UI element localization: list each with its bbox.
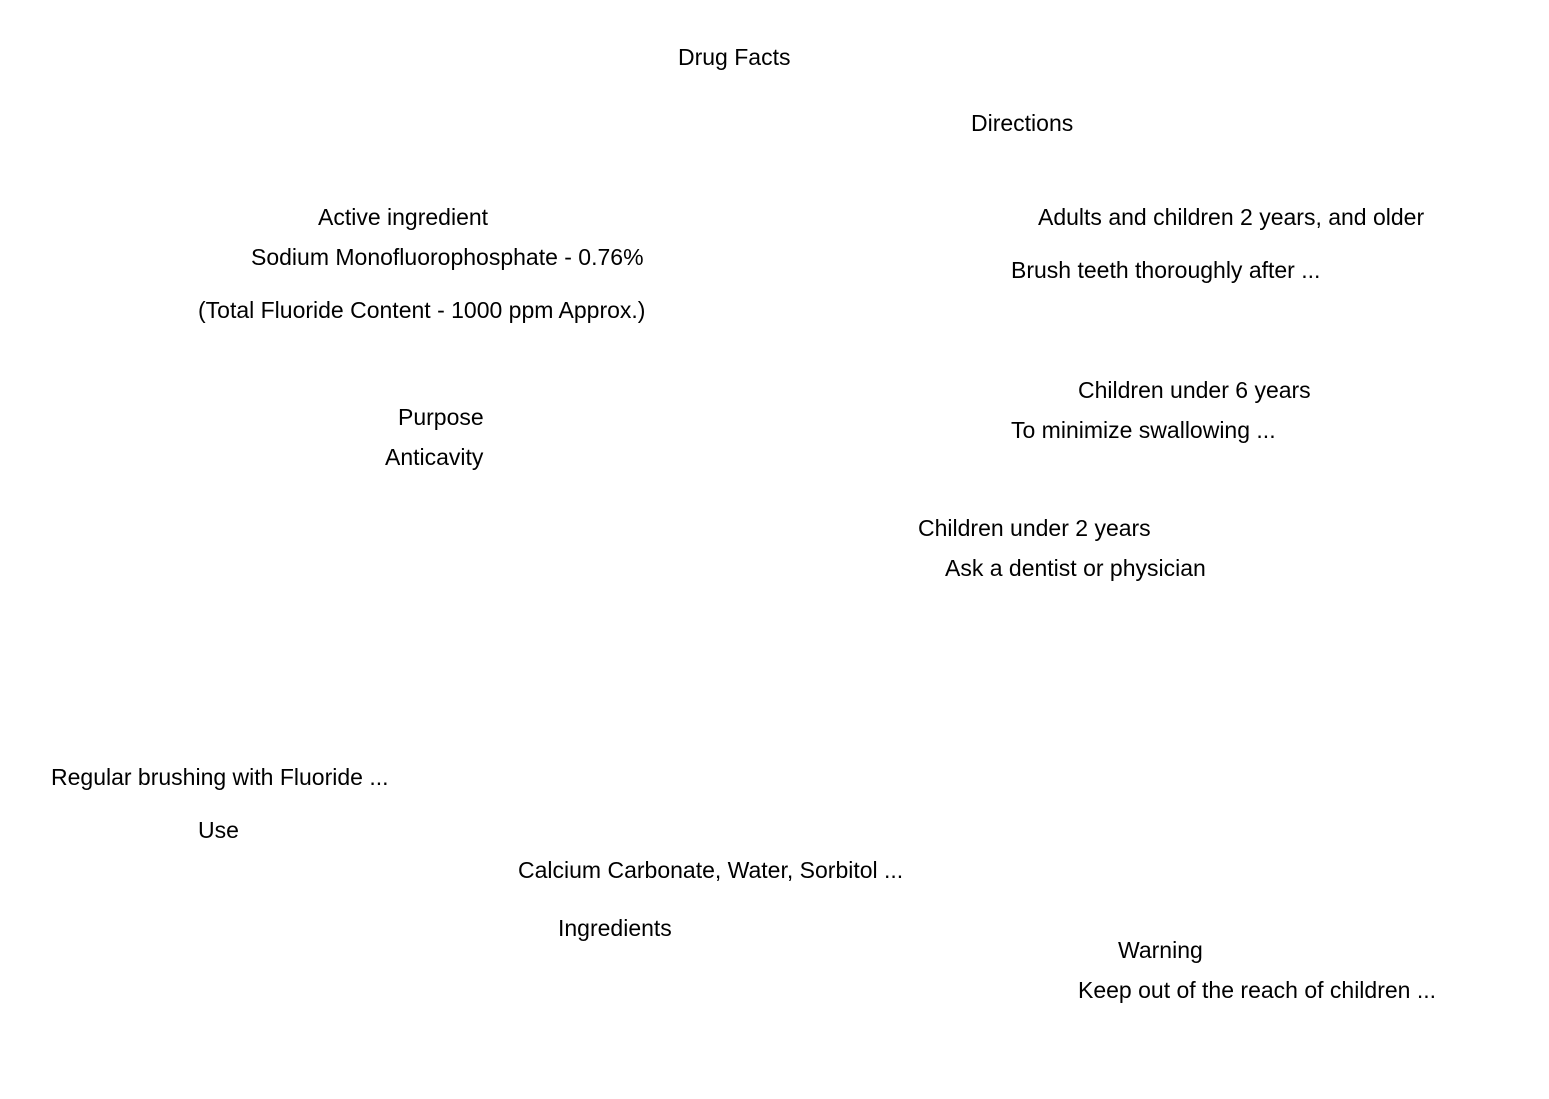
purpose-heading: Purpose: [398, 404, 484, 430]
directions-adults-heading: Adults and children 2 years, and older: [1038, 204, 1425, 230]
directions-adults-text: Brush teeth thoroughly after ...: [1011, 257, 1321, 283]
purpose-value: Anticavity: [385, 444, 484, 470]
warning-heading: Warning: [1118, 937, 1203, 963]
active-ingredient-heading: Active ingredient: [318, 204, 489, 230]
active-ingredient-note: (Total Fluoride Content - 1000 ppm Appro…: [198, 297, 646, 323]
directions-under-2-text: Ask a dentist or physician: [945, 555, 1206, 581]
ingredients-text: Calcium Carbonate, Water, Sorbitol ...: [518, 857, 904, 883]
use-text: Regular brushing with Fluoride ...: [51, 764, 389, 790]
directions-heading: Directions: [971, 110, 1074, 136]
page-title: Drug Facts: [678, 44, 791, 70]
directions-under-2-heading: Children under 2 years: [918, 515, 1151, 541]
ingredients-heading: Ingredients: [558, 915, 672, 941]
use-heading: Use: [198, 817, 239, 843]
directions-under-6-text: To minimize swallowing ...: [1011, 417, 1276, 443]
directions-under-6-heading: Children under 6 years: [1078, 377, 1311, 403]
warning-text: Keep out of the reach of children ...: [1078, 977, 1437, 1003]
active-ingredient-name: Sodium Monofluorophosphate - 0.76%: [251, 244, 644, 270]
